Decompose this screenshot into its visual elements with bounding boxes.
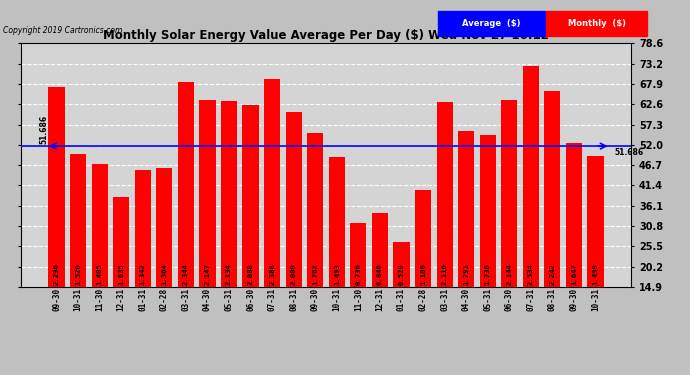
Bar [92,164,108,287]
Bar [113,196,129,287]
Text: 2.088: 2.088 [248,263,253,285]
Bar [221,101,237,287]
Text: Copyright 2019 Cartronics.com: Copyright 2019 Cartronics.com [3,26,123,35]
Text: 2.147: 2.147 [204,263,210,285]
Bar [264,78,280,287]
Text: Average  ($): Average ($) [462,19,521,28]
Bar [156,168,172,287]
Text: 2.116: 2.116 [442,263,448,285]
Text: 0.846: 0.846 [377,263,383,285]
Bar [393,242,410,287]
Text: 1.791: 1.791 [463,263,469,285]
Text: 1.736: 1.736 [484,263,491,285]
Bar [415,190,431,287]
Bar [587,156,604,287]
Bar [372,213,388,287]
Bar [199,99,215,287]
Text: 0.520: 0.520 [399,263,404,285]
Bar [544,91,560,287]
Bar [135,170,151,287]
Text: 1.106: 1.106 [420,263,426,285]
Bar [178,82,194,287]
Text: 51.686: 51.686 [39,115,48,144]
Bar [501,100,518,287]
Text: 0.736: 0.736 [355,263,362,285]
Bar [566,143,582,287]
Text: 1.647: 1.647 [571,263,577,285]
Text: 2.534: 2.534 [528,263,534,285]
Text: 2.144: 2.144 [506,263,512,285]
Text: 1.493: 1.493 [334,263,339,285]
Text: 1.405: 1.405 [97,263,103,285]
Bar [458,130,474,287]
Text: 1.342: 1.342 [140,263,146,285]
Bar [437,102,453,287]
Bar [242,105,259,287]
Bar [307,133,324,287]
Text: 2.296: 2.296 [54,263,59,285]
Text: 1.035: 1.035 [118,263,124,285]
Text: 2.242: 2.242 [549,263,555,285]
Bar [286,112,302,287]
Text: 2.134: 2.134 [226,263,232,285]
Bar [480,135,496,287]
Text: 51.686: 51.686 [615,148,644,157]
Text: 2.344: 2.344 [183,263,189,285]
Bar [48,87,65,287]
Text: 1.364: 1.364 [161,263,168,285]
Bar [351,223,366,287]
Text: 1.762: 1.762 [313,263,318,285]
Text: 1.499: 1.499 [593,263,598,285]
Text: Monthly  ($): Monthly ($) [567,19,626,28]
Text: 1.520: 1.520 [75,263,81,285]
Text: 2.009: 2.009 [290,263,297,285]
Bar [523,66,539,287]
Text: 2.388: 2.388 [269,263,275,285]
Title: Monthly Solar Energy Value Average Per Day ($) Wed Nov 27 16:12: Monthly Solar Energy Value Average Per D… [103,29,549,42]
Bar [328,157,345,287]
Bar [70,154,86,287]
